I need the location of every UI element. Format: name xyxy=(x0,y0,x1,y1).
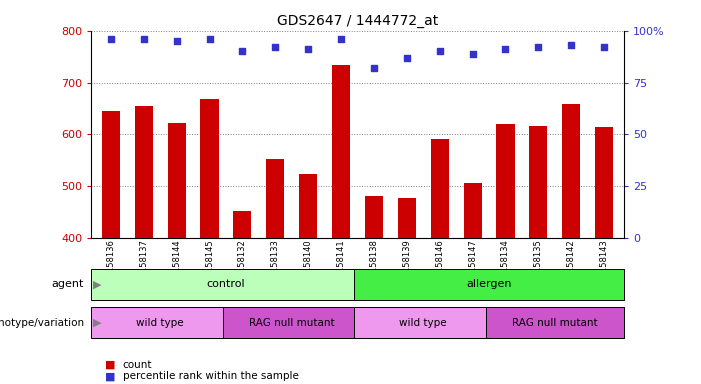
Text: ■: ■ xyxy=(105,360,116,370)
Bar xyxy=(562,104,580,238)
Bar xyxy=(223,307,361,338)
Bar xyxy=(200,99,219,238)
Point xyxy=(368,65,379,71)
Bar xyxy=(354,307,492,338)
Text: RAG null mutant: RAG null mutant xyxy=(249,318,334,328)
Bar xyxy=(91,269,361,300)
Bar xyxy=(529,126,547,238)
Bar xyxy=(595,127,613,238)
Text: percentile rank within the sample: percentile rank within the sample xyxy=(123,371,299,381)
Text: allergen: allergen xyxy=(466,279,512,289)
Point xyxy=(204,36,215,42)
Point xyxy=(171,38,182,44)
Text: count: count xyxy=(123,360,152,370)
Text: ▶: ▶ xyxy=(93,318,101,328)
Point xyxy=(533,44,544,50)
Point xyxy=(434,48,445,55)
Text: genotype/variation: genotype/variation xyxy=(0,318,84,328)
Bar xyxy=(168,123,186,238)
Text: RAG null mutant: RAG null mutant xyxy=(512,318,598,328)
Text: ▶: ▶ xyxy=(93,279,101,289)
Bar xyxy=(299,174,318,238)
Bar xyxy=(430,139,449,238)
Bar xyxy=(354,269,624,300)
Title: GDS2647 / 1444772_at: GDS2647 / 1444772_at xyxy=(277,14,438,28)
Bar xyxy=(365,195,383,238)
Bar xyxy=(332,65,350,238)
Point xyxy=(105,36,116,42)
Point xyxy=(467,50,478,56)
Text: control: control xyxy=(207,279,245,289)
Bar xyxy=(91,307,229,338)
Bar xyxy=(135,106,153,238)
Text: agent: agent xyxy=(52,279,84,289)
Text: wild type: wild type xyxy=(137,318,184,328)
Point xyxy=(401,55,412,61)
Point xyxy=(303,46,314,53)
Point xyxy=(138,36,149,42)
Text: ■: ■ xyxy=(105,371,116,381)
Bar xyxy=(496,124,515,238)
Point xyxy=(336,36,347,42)
Point xyxy=(500,46,511,53)
Point xyxy=(599,44,610,50)
Text: wild type: wild type xyxy=(400,318,447,328)
Bar xyxy=(463,183,482,238)
Point xyxy=(237,48,248,55)
Bar xyxy=(102,111,120,238)
Point xyxy=(566,42,577,48)
Bar xyxy=(266,159,285,238)
Bar xyxy=(397,198,416,238)
Point xyxy=(270,44,281,50)
Bar xyxy=(486,307,624,338)
Bar xyxy=(233,211,252,238)
